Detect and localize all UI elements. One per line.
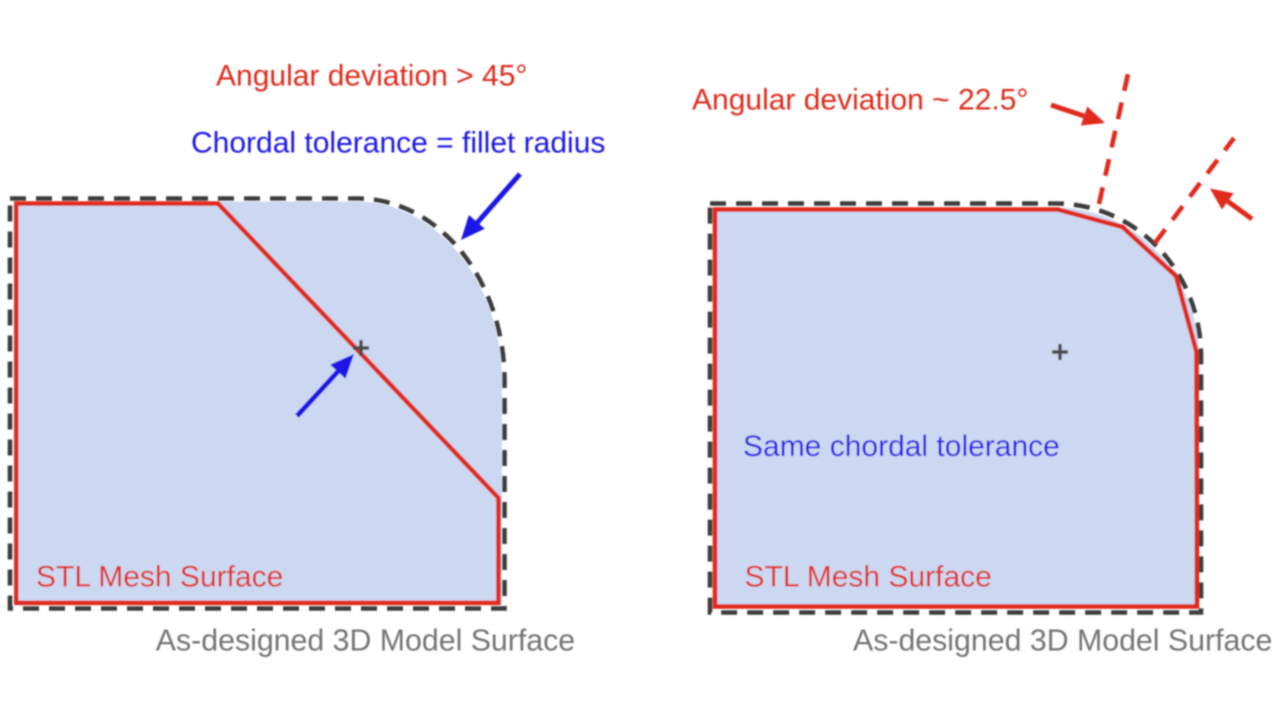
svg-text:Angular deviation ~ 22.5°: Angular deviation ~ 22.5° xyxy=(692,84,1028,117)
svg-text:STL Mesh Surface: STL Mesh Surface xyxy=(745,561,992,594)
svg-text:Same chordal tolerance: Same chordal tolerance xyxy=(743,430,1060,463)
svg-text:As-designed 3D Model Surface: As-designed 3D Model Surface xyxy=(853,625,1272,658)
svg-text:STL Mesh Surface: STL Mesh Surface xyxy=(36,561,283,594)
svg-text:Chordal tolerance = fillet rad: Chordal tolerance = fillet radius xyxy=(191,127,605,160)
svg-text:As-designed 3D Model Surface: As-designed 3D Model Surface xyxy=(156,625,575,658)
svg-text:Angular deviation > 45°: Angular deviation > 45° xyxy=(216,60,527,93)
